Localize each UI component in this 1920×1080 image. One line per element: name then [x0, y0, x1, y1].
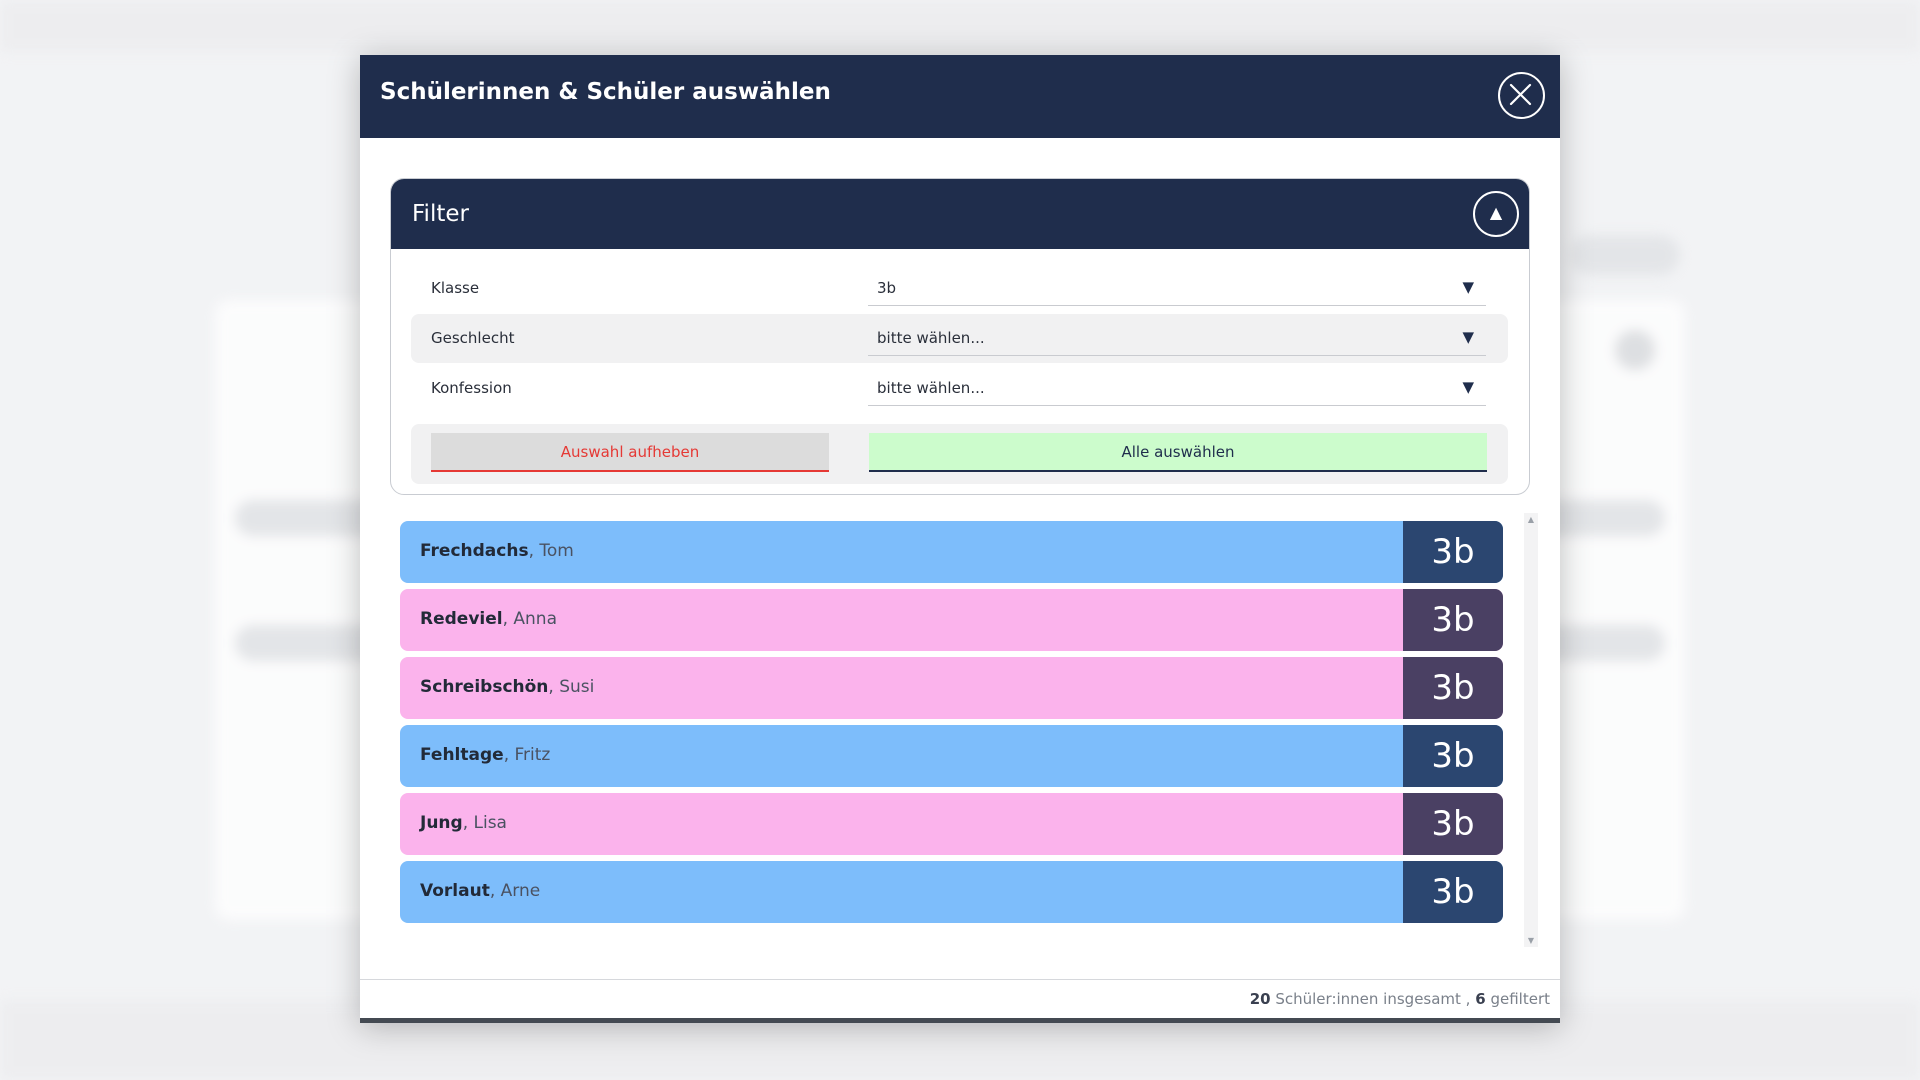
student-class-badge: 3b — [1403, 793, 1503, 855]
scroll-down-icon[interactable]: ▼ — [1527, 936, 1535, 945]
student-class-badge: 3b — [1403, 725, 1503, 787]
student-row[interactable]: Frechdachs, Tom 3b — [400, 521, 1503, 583]
filter-label: Konfession — [431, 379, 512, 397]
student-last-name: Vorlaut — [420, 881, 490, 901]
dropdown-arrow-icon: ▼ — [1462, 328, 1474, 346]
student-name: Frechdachs, Tom — [420, 541, 574, 561]
student-name: Schreibschön, Susi — [420, 677, 594, 697]
filtered-label: gefiltert — [1490, 990, 1550, 1008]
footer-divider — [360, 979, 1560, 980]
geschlecht-select[interactable]: bitte wählen... ▼ — [868, 322, 1486, 356]
student-last-name: Frechdachs — [420, 541, 529, 561]
filter-label: Geschlecht — [431, 329, 515, 347]
student-first-name: , Lisa — [462, 813, 507, 833]
total-label: Schüler:innen insgesamt , — [1275, 990, 1471, 1008]
filter-title: Filter — [412, 201, 469, 227]
filter-label: Klasse — [431, 279, 480, 297]
background-dot — [1615, 330, 1655, 370]
filter-header[interactable]: Filter ▲ — [391, 179, 1529, 249]
student-first-name: , Anna — [502, 609, 557, 629]
student-row[interactable]: Schreibschön, Susi 3b — [400, 657, 1503, 719]
filter-row-klasse: Klasse 3b ▼ — [411, 264, 1508, 313]
filter-panel: Filter ▲ Klasse 3b ▼ Geschlecht bitte wä… — [390, 178, 1530, 495]
student-first-name: , Tom — [528, 541, 574, 561]
student-last-name: Redeviel — [420, 609, 503, 629]
filter-row-geschlecht: Geschlecht bitte wählen... ▼ — [411, 314, 1508, 363]
list-scrollbar[interactable]: ▲ ▼ — [1524, 513, 1538, 947]
student-name: Fehltage, Fritz — [420, 745, 550, 765]
background-topbar — [0, 0, 1920, 52]
filtered-count: 6 — [1475, 990, 1486, 1008]
clear-selection-label: Auswahl aufheben — [560, 443, 700, 461]
filter-actions: Auswahl aufheben Alle auswählen — [411, 424, 1508, 484]
modal-header: Schülerinnen & Schüler auswählen — [360, 55, 1560, 138]
select-all-label: Alle auswählen — [1121, 443, 1235, 461]
student-row[interactable]: Fehltage, Fritz 3b — [400, 725, 1503, 787]
student-name: Jung, Lisa — [420, 813, 507, 833]
student-class-badge: 3b — [1403, 861, 1503, 923]
dropdown-arrow-icon: ▼ — [1462, 278, 1474, 296]
select-value: bitte wählen... — [877, 379, 985, 397]
dropdown-arrow-icon: ▼ — [1462, 378, 1474, 396]
filter-row-konfession: Konfession bitte wählen... ▼ — [411, 364, 1508, 413]
total-count: 20 — [1249, 990, 1271, 1008]
student-last-name: Schreibschön — [420, 677, 549, 697]
collapse-filter-button[interactable]: ▲ — [1473, 191, 1519, 237]
student-row[interactable]: Redeviel, Anna 3b — [400, 589, 1503, 651]
select-students-modal: Schülerinnen & Schüler auswählen Filter … — [360, 55, 1560, 1023]
student-name: Vorlaut, Arne — [420, 881, 540, 901]
student-class-badge: 3b — [1403, 589, 1503, 651]
clear-selection-button[interactable]: Auswahl aufheben — [431, 433, 829, 472]
student-first-name: , Fritz — [503, 745, 551, 765]
select-value: 3b — [877, 279, 897, 297]
student-first-name: , Susi — [548, 677, 595, 697]
footer-summary: 20 Schüler:innen insgesamt , 6 gefiltert — [1250, 990, 1550, 1008]
background-bar — [1570, 235, 1680, 275]
close-icon — [1509, 83, 1532, 106]
klasse-select[interactable]: 3b ▼ — [868, 272, 1486, 306]
scroll-up-icon[interactable]: ▲ — [1527, 515, 1535, 524]
student-row[interactable]: Jung, Lisa 3b — [400, 793, 1503, 855]
modal-title: Schülerinnen & Schüler auswählen — [380, 79, 831, 105]
student-last-name: Jung — [420, 813, 463, 833]
select-all-button[interactable]: Alle auswählen — [869, 433, 1487, 472]
student-last-name: Fehltage — [420, 745, 504, 765]
student-class-badge: 3b — [1403, 521, 1503, 583]
select-value: bitte wählen... — [877, 329, 985, 347]
konfession-select[interactable]: bitte wählen... ▼ — [868, 372, 1486, 406]
student-class-badge: 3b — [1403, 657, 1503, 719]
student-first-name: , Arne — [489, 881, 541, 901]
close-button[interactable] — [1498, 72, 1545, 119]
student-row[interactable]: Vorlaut, Arne 3b — [400, 861, 1503, 923]
chevron-up-icon: ▲ — [1489, 203, 1503, 222]
student-name: Redeviel, Anna — [420, 609, 557, 629]
